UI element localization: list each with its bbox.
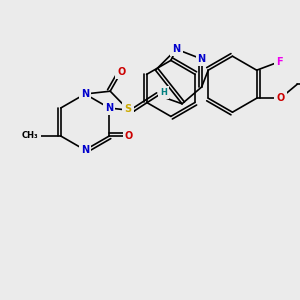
Text: O: O [276,93,285,103]
Text: CH₃: CH₃ [22,131,39,140]
Text: O: O [125,131,133,141]
Text: N: N [81,89,89,99]
Text: S: S [124,104,131,114]
Text: N: N [198,54,206,64]
Text: H: H [160,88,167,97]
Text: N: N [81,145,89,155]
Text: O: O [117,67,125,76]
Text: F: F [276,57,282,67]
Text: N: N [105,103,113,113]
Text: N: N [172,44,181,54]
